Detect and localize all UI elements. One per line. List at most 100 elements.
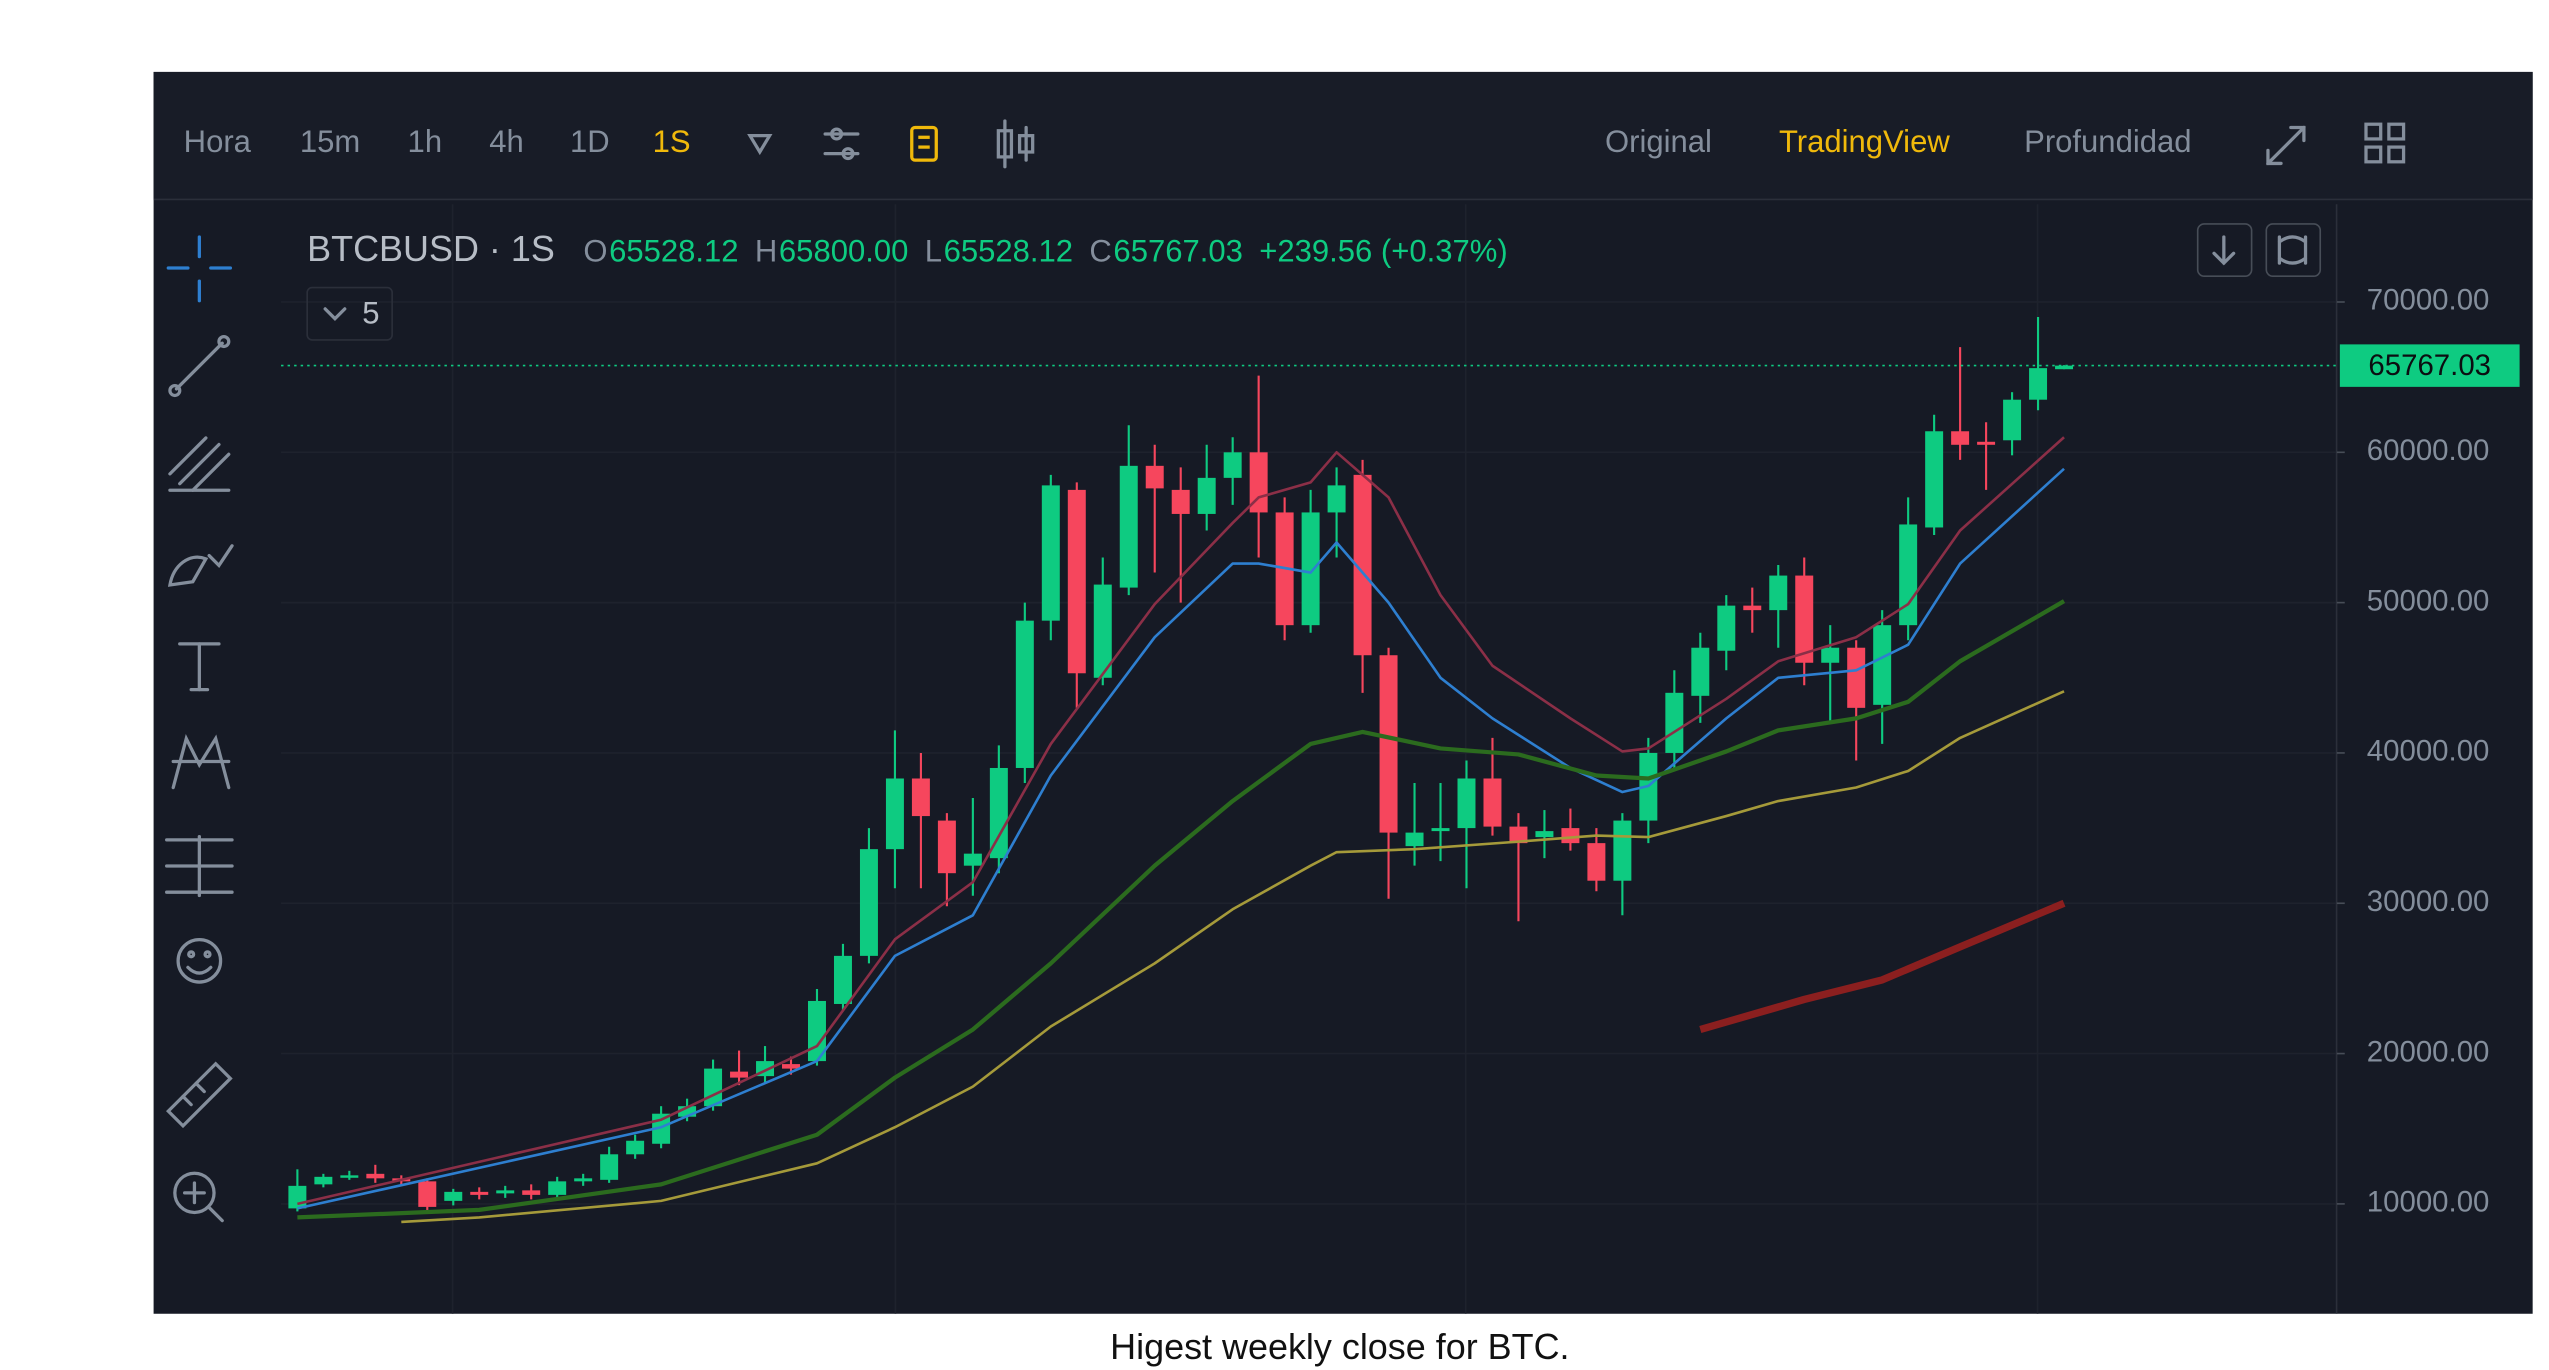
last-price-tag bbox=[2339, 344, 2520, 387]
candle-body bbox=[1483, 778, 1502, 827]
view-tab[interactable]: Original bbox=[1605, 124, 1712, 159]
candle-body bbox=[1769, 575, 1788, 611]
interval-tab[interactable]: 4h bbox=[489, 124, 524, 159]
fib-tool[interactable] bbox=[168, 436, 231, 492]
candle-body bbox=[1171, 489, 1190, 514]
text-tool[interactable] bbox=[178, 642, 221, 692]
emoji-tool[interactable] bbox=[176, 937, 223, 984]
candle-body bbox=[1327, 485, 1346, 513]
candle-body bbox=[1717, 605, 1736, 651]
ruler-tool[interactable] bbox=[165, 1061, 233, 1129]
indicator-icon[interactable] bbox=[910, 125, 938, 162]
candle-body bbox=[1093, 584, 1112, 678]
candle-body bbox=[1145, 465, 1164, 489]
candle-body bbox=[626, 1140, 645, 1155]
candle-body bbox=[1041, 485, 1060, 621]
moving-average bbox=[297, 436, 2065, 1206]
candle-body bbox=[444, 1191, 463, 1201]
candle-body bbox=[1119, 465, 1138, 588]
candle-body bbox=[885, 778, 904, 850]
ohlc-label: C bbox=[1089, 234, 1111, 269]
interval-tab[interactable]: 1D bbox=[570, 124, 610, 159]
y-tick-label: 70000.00 bbox=[2367, 284, 2490, 317]
settings-icon[interactable] bbox=[823, 127, 860, 161]
plot bbox=[281, 317, 2337, 1224]
candle-body bbox=[1457, 778, 1476, 829]
candle-body bbox=[782, 1064, 800, 1069]
y-tick-label: 60000.00 bbox=[2367, 434, 2490, 467]
candle-body bbox=[963, 853, 982, 866]
scroll-button[interactable] bbox=[2196, 223, 2253, 277]
ohlc-label: L bbox=[925, 234, 942, 269]
line-tool[interactable] bbox=[168, 335, 231, 398]
caption: Higest weekly close for BTC. bbox=[1110, 1326, 1569, 1367]
candle-body bbox=[1925, 431, 1944, 528]
moving-average bbox=[297, 599, 2066, 1220]
candle-body bbox=[1587, 843, 1606, 881]
candle-body bbox=[937, 820, 956, 874]
y-tick-label: 20000.00 bbox=[2367, 1035, 2490, 1068]
candle-body bbox=[1951, 431, 1970, 445]
candle-body bbox=[704, 1068, 723, 1107]
fullscreen-icon[interactable] bbox=[2266, 125, 2306, 166]
candle-body bbox=[2029, 368, 2048, 400]
candle-body bbox=[314, 1176, 333, 1185]
moving-average bbox=[401, 690, 2065, 1224]
candle-body bbox=[1743, 605, 1762, 611]
candle-body bbox=[340, 1175, 359, 1178]
layout-icon[interactable] bbox=[2364, 122, 2406, 164]
candle-body bbox=[548, 1181, 567, 1195]
change: +239.56 (+0.37%) bbox=[1259, 234, 1507, 269]
candle-body bbox=[1405, 832, 1424, 847]
candle-body bbox=[1535, 831, 1554, 838]
interval-tab[interactable]: 1S bbox=[653, 124, 691, 159]
candle-body bbox=[600, 1154, 619, 1180]
candle-body bbox=[678, 1106, 697, 1117]
view-tab[interactable]: TradingView bbox=[1779, 124, 1950, 159]
candle-body bbox=[470, 1191, 489, 1195]
ohlc-value: 65528.12 bbox=[944, 234, 1073, 269]
candle-body bbox=[1301, 512, 1320, 626]
ohlc-value: 65800.00 bbox=[779, 234, 908, 269]
candle-body bbox=[1197, 477, 1216, 514]
candle-body bbox=[1795, 575, 1814, 663]
y-tick-label: 30000.00 bbox=[2367, 885, 2490, 918]
y-tick-label: 50000.00 bbox=[2367, 584, 2490, 617]
ohlc-label: O bbox=[583, 234, 607, 269]
candle-body bbox=[1067, 489, 1086, 674]
candle-body bbox=[288, 1185, 307, 1209]
candle-body bbox=[522, 1190, 541, 1195]
interval-tab[interactable]: 1h bbox=[408, 124, 443, 159]
moving-average bbox=[1699, 899, 2066, 1034]
price-axis: 10000.00 20000.00 30000.00 40000.00 50000.00… bbox=[2336, 284, 2520, 1219]
zoom-tool[interactable] bbox=[173, 1171, 224, 1223]
measure-tool[interactable] bbox=[165, 834, 234, 898]
y-tick-label: 10000.00 bbox=[2367, 1186, 2490, 1219]
toolbar bbox=[153, 71, 2533, 200]
candle-body bbox=[418, 1181, 437, 1207]
interval-tab[interactable]: 15m bbox=[300, 124, 360, 159]
drawing-tools bbox=[165, 235, 234, 1223]
candle-body bbox=[1561, 828, 1580, 844]
candle-body bbox=[730, 1071, 749, 1078]
collapse-button[interactable]: 5 bbox=[306, 286, 393, 341]
candle-body bbox=[1977, 441, 1996, 445]
interval-tab[interactable]: Hora bbox=[184, 124, 252, 159]
crosshair-tool[interactable] bbox=[166, 235, 233, 303]
candle-body bbox=[989, 767, 1008, 859]
moving-average bbox=[297, 467, 2065, 1210]
pattern-tool[interactable] bbox=[171, 734, 231, 790]
ohlc-legend: O65528.12 H65800.00 L65528.12 C65767.03 +239… bbox=[583, 234, 1507, 269]
brush-tool[interactable] bbox=[167, 544, 234, 587]
ohlc-value: 65767.03 bbox=[1113, 234, 1242, 269]
candle-body bbox=[1223, 452, 1242, 478]
dropdown-icon[interactable] bbox=[747, 134, 773, 156]
reset-button[interactable] bbox=[2265, 223, 2322, 277]
view-tab[interactable]: Profundidad bbox=[2024, 124, 2191, 159]
candle-body bbox=[1353, 474, 1372, 656]
candle-body bbox=[366, 1173, 385, 1179]
candle-type-icon[interactable] bbox=[996, 119, 1035, 169]
